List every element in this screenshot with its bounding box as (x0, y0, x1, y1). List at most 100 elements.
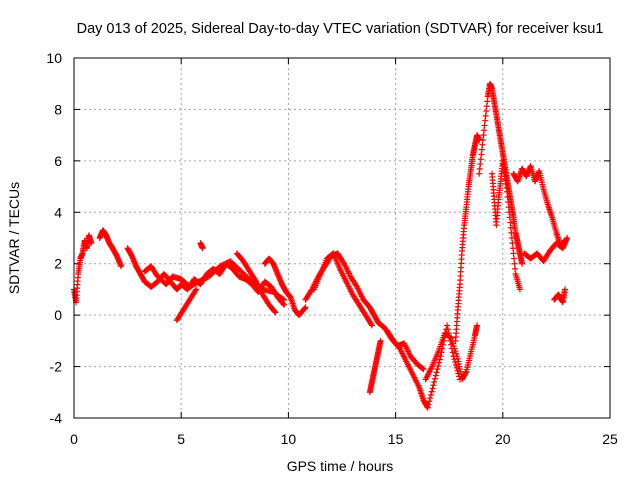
series-segment-10 (311, 250, 376, 329)
x-tick-label: 5 (177, 431, 185, 447)
data-point (195, 278, 202, 285)
data-point (368, 321, 375, 328)
data-point (519, 260, 526, 267)
data-point (216, 263, 223, 270)
data-point (281, 296, 288, 303)
data-point (218, 262, 225, 269)
data-point (510, 250, 517, 257)
data-point (88, 240, 95, 247)
data-point (369, 322, 376, 329)
y-tick-label: -2 (50, 359, 63, 375)
tick-layer: 0 5 10 15 20 25 -4 -2 0 2 4 6 8 10 (46, 50, 618, 447)
data-point (226, 258, 233, 265)
data-point (430, 382, 437, 389)
data-point (222, 260, 229, 267)
data-point (427, 395, 434, 402)
data-point (200, 276, 207, 283)
data-point (193, 286, 200, 293)
series-segment-4 (141, 258, 288, 303)
x-tick-label: 20 (495, 431, 511, 447)
y-tick-label: 8 (54, 101, 62, 117)
data-point (223, 260, 230, 267)
data-point (426, 398, 433, 405)
data-point (220, 261, 227, 268)
y-axis-label: SDTVAR / TECUs (6, 182, 22, 294)
data-point (302, 304, 309, 311)
y-tick-label: -4 (50, 410, 63, 426)
data-point (281, 301, 288, 308)
series-segment-1 (71, 232, 95, 306)
data-point (192, 287, 199, 294)
x-tick-label: 15 (388, 431, 404, 447)
x-tick-label: 0 (70, 431, 78, 447)
data-point (506, 209, 513, 216)
data-point (452, 359, 459, 366)
data-point (436, 356, 443, 363)
data-point (504, 188, 511, 195)
data-point (447, 334, 454, 341)
plot-frame (73, 57, 611, 419)
data-point (511, 255, 518, 262)
grid-layer (74, 58, 610, 418)
series-segment-18 (521, 235, 571, 265)
data-point (198, 277, 205, 284)
data-point (425, 401, 432, 408)
data-point (219, 262, 226, 268)
series-segment-19 (551, 286, 568, 306)
x-tick-label: 10 (281, 431, 297, 447)
data-point (511, 260, 518, 267)
y-tick-label: 4 (54, 204, 62, 220)
data-point (438, 349, 445, 356)
data-point (509, 240, 516, 247)
data-point (424, 404, 431, 411)
x-axis-label: GPS time / hours (287, 458, 394, 474)
data-point (279, 295, 286, 302)
data-point (272, 309, 279, 316)
data-point (512, 265, 519, 272)
data-point (431, 379, 438, 385)
y-tick-label: 0 (54, 307, 62, 323)
series-segment-14 (452, 132, 483, 344)
data-point (431, 375, 438, 382)
series-segment-13 (422, 322, 481, 383)
series-segment-11 (366, 337, 384, 396)
data-point (508, 235, 515, 241)
data-point (428, 388, 435, 395)
data-point (118, 263, 125, 270)
data-point (504, 193, 511, 200)
points-layer (71, 80, 571, 411)
data-point (199, 276, 206, 283)
data-point (474, 322, 481, 329)
data-point (507, 224, 514, 231)
data-point (199, 245, 206, 252)
series-segment-12 (384, 322, 463, 411)
data-point (505, 204, 512, 211)
data-point (564, 235, 571, 241)
data-point (419, 365, 426, 372)
y-tick-label: 6 (54, 153, 62, 169)
data-point (202, 275, 209, 282)
data-point (444, 326, 451, 333)
data-point (429, 385, 436, 392)
series-segment-17 (510, 163, 568, 249)
chart-title: Day 013 of 2025, Sidereal Day-to-day VTE… (77, 21, 604, 37)
data-point (437, 353, 444, 360)
data-point (561, 286, 568, 293)
series-segment-5 (173, 286, 200, 324)
data-point (506, 214, 513, 221)
data-point (507, 219, 514, 226)
series-segment-16 (489, 157, 523, 293)
data-point (434, 366, 441, 373)
y-tick-label: 10 (46, 50, 62, 66)
data-point (271, 308, 278, 315)
data-point (432, 372, 439, 379)
data-point (435, 362, 442, 369)
x-tick-label: 25 (602, 431, 618, 447)
data-point (420, 366, 427, 373)
series-segment-8 (261, 255, 309, 319)
data-point (509, 245, 516, 252)
data-point (196, 278, 203, 285)
data-point (427, 391, 434, 398)
series-segment-6 (197, 240, 206, 252)
